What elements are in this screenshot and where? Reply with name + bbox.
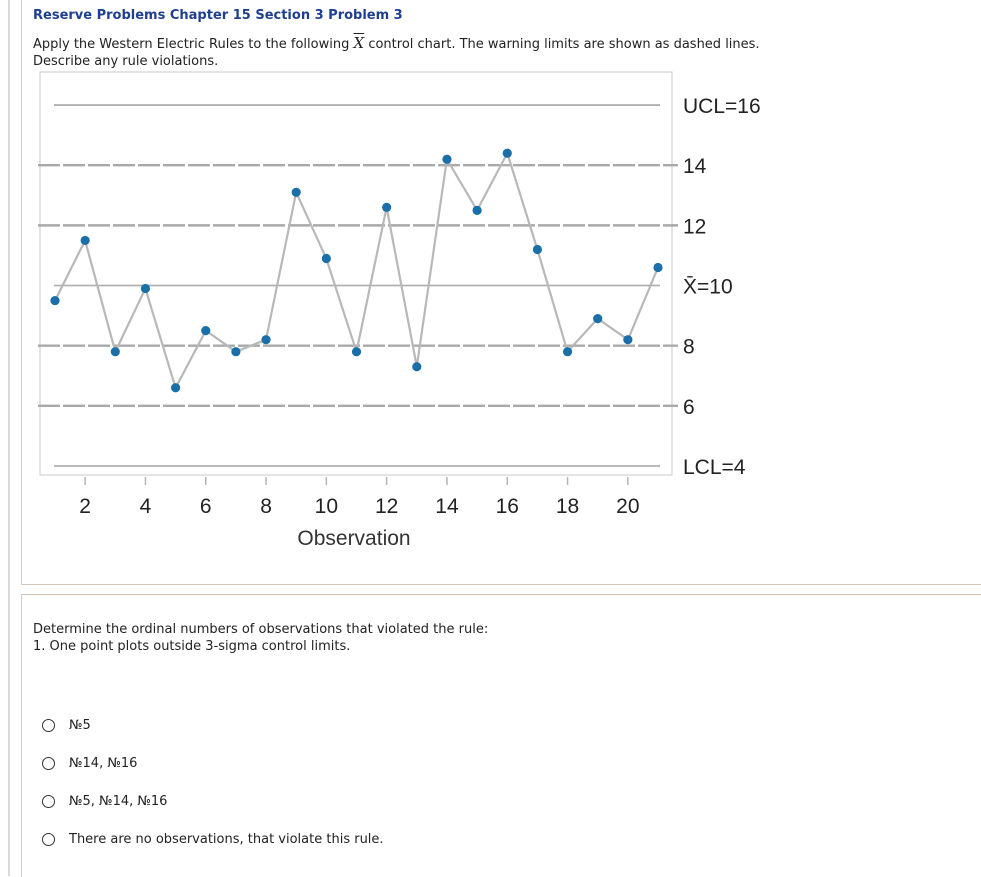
problem-instructions: Apply the Western Electric Rules to the … bbox=[33, 35, 853, 70]
option-1[interactable]: №5 bbox=[42, 706, 384, 744]
data-point-11 bbox=[351, 347, 362, 357]
control-line-label-0: UCL=16 bbox=[683, 95, 761, 118]
data-point-13 bbox=[412, 362, 422, 372]
problem-title: Reserve Problems Chapter 15 Section 3 Pr… bbox=[33, 8, 403, 23]
control-line-label-4: 8 bbox=[683, 336, 695, 359]
x-tick-label-14: 14 bbox=[435, 495, 459, 518]
x-tick-label-18: 18 bbox=[556, 495, 579, 518]
option-4[interactable]: There are no observations, that violate … bbox=[42, 820, 384, 858]
x-axis-label: Observation bbox=[297, 527, 410, 550]
xbar-symbol: X bbox=[353, 34, 365, 52]
radio-button-icon[interactable] bbox=[42, 832, 55, 846]
data-point-7 bbox=[231, 347, 241, 357]
data-point-19 bbox=[593, 314, 603, 324]
left-border bbox=[8, 0, 10, 876]
data-point-10 bbox=[321, 253, 331, 264]
data-point-20 bbox=[623, 335, 633, 345]
instructions-text-2: control chart. The warning limits are sh… bbox=[368, 37, 760, 52]
option-3[interactable]: №5, №14, №16 bbox=[42, 782, 384, 820]
x-tick-label-10: 10 bbox=[315, 495, 338, 518]
data-point-1 bbox=[50, 295, 60, 306]
data-point-15 bbox=[472, 205, 482, 215]
radio-button-icon[interactable] bbox=[42, 718, 55, 732]
option-2[interactable]: №14, №16 bbox=[42, 744, 384, 782]
option-label: №5 bbox=[69, 717, 91, 733]
instructions-text-3: Describe any rule violations. bbox=[33, 54, 219, 69]
control-line-label-2: 12 bbox=[683, 215, 706, 238]
problem-panel bbox=[21, 0, 981, 585]
x-tick-label-20: 20 bbox=[616, 495, 639, 518]
x-tick-label-12: 12 bbox=[375, 495, 398, 518]
data-point-21 bbox=[653, 262, 663, 273]
data-point-4 bbox=[140, 283, 151, 294]
data-point-8 bbox=[261, 335, 271, 345]
answer-options: №5 №14, №16 №5, №14, №16 There are no ob… bbox=[42, 706, 384, 858]
question-prompt: Determine the ordinal numbers of observa… bbox=[33, 621, 488, 655]
data-point-2 bbox=[80, 235, 90, 246]
data-point-9 bbox=[291, 187, 301, 197]
option-label: №14, №16 bbox=[69, 755, 138, 771]
control-line-label-5: 6 bbox=[683, 396, 695, 419]
control-line-label-6: LCL=4 bbox=[683, 456, 746, 479]
x-tick-label-16: 16 bbox=[496, 495, 519, 518]
x-tick-label-6: 6 bbox=[200, 495, 212, 518]
x-tick-label-2: 2 bbox=[79, 495, 91, 518]
rule-text: 1. One point plots outside 3-sigma contr… bbox=[33, 639, 351, 654]
radio-button-icon[interactable] bbox=[42, 756, 55, 770]
data-point-6 bbox=[201, 326, 211, 336]
control-line-label-3: X̄=10 bbox=[683, 275, 733, 298]
data-point-12 bbox=[382, 202, 392, 212]
radio-button-icon[interactable] bbox=[42, 794, 55, 808]
x-tick-label-4: 4 bbox=[140, 495, 152, 518]
instructions-text-1: Apply the Western Electric Rules to the … bbox=[33, 37, 350, 52]
option-label: №5, №14, №16 bbox=[69, 793, 168, 809]
question-text: Determine the ordinal numbers of observa… bbox=[33, 622, 489, 637]
option-label: There are no observations, that violate … bbox=[69, 831, 384, 847]
data-point-18 bbox=[562, 347, 573, 357]
data-point-16 bbox=[502, 148, 512, 158]
x-tick-label-8: 8 bbox=[260, 495, 272, 518]
data-point-3 bbox=[110, 347, 120, 357]
data-point-17 bbox=[532, 244, 542, 255]
data-point-5 bbox=[171, 383, 181, 393]
control-line-label-1: 14 bbox=[683, 155, 707, 178]
question-panel bbox=[21, 594, 981, 877]
plot-frame bbox=[39, 71, 673, 476]
data-point-14 bbox=[442, 154, 452, 164]
